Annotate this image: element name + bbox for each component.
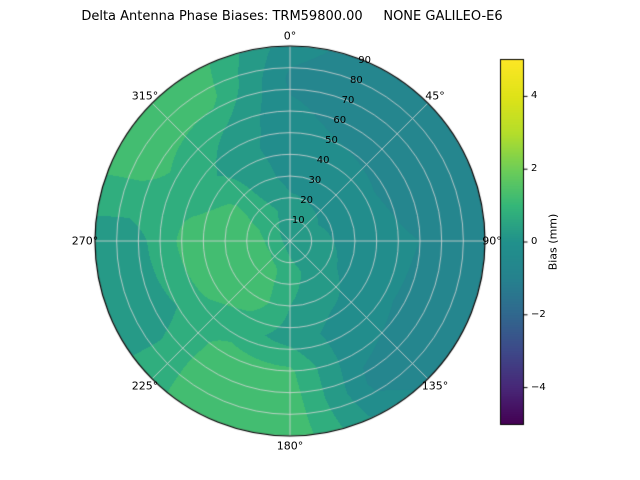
azimuth-label-135: 135° bbox=[421, 379, 449, 393]
radial-tick-label-10: 10 bbox=[291, 214, 305, 226]
radial-tick-label-70: 70 bbox=[341, 94, 355, 106]
colorbar-axis-label: Bias (mm) bbox=[546, 213, 560, 271]
azimuth-label-180: 180° bbox=[276, 439, 304, 453]
colorbar-tick-2: 2 bbox=[531, 163, 538, 175]
radial-tick-label-90: 90 bbox=[358, 54, 371, 66]
azimuth-label-270: 270° bbox=[71, 234, 99, 248]
azimuth-label-0: 0° bbox=[283, 29, 297, 43]
azimuth-label-225: 225° bbox=[131, 379, 159, 393]
radial-tick-label-30: 30 bbox=[308, 174, 322, 186]
azimuth-label-45: 45° bbox=[425, 89, 445, 103]
colorbar-tick--4: −4 bbox=[531, 381, 546, 393]
azimuth-label-315: 315° bbox=[131, 89, 159, 103]
colorbar-tick--2: −2 bbox=[531, 308, 546, 320]
radial-tick-label-60: 60 bbox=[333, 114, 347, 126]
radial-tick-label-40: 40 bbox=[316, 154, 330, 166]
azimuth-label-90: 90° bbox=[482, 234, 502, 248]
radial-tick-label-80: 80 bbox=[349, 74, 363, 86]
chart-title: Delta Antenna Phase Biases: TRM59800.00 … bbox=[81, 9, 503, 24]
colorbar-tick-0: 0 bbox=[531, 236, 538, 247]
radial-tick-label-20: 20 bbox=[300, 194, 313, 206]
radial-tick-label-50: 50 bbox=[325, 134, 338, 146]
colorbar-tick-4: 4 bbox=[531, 90, 538, 102]
